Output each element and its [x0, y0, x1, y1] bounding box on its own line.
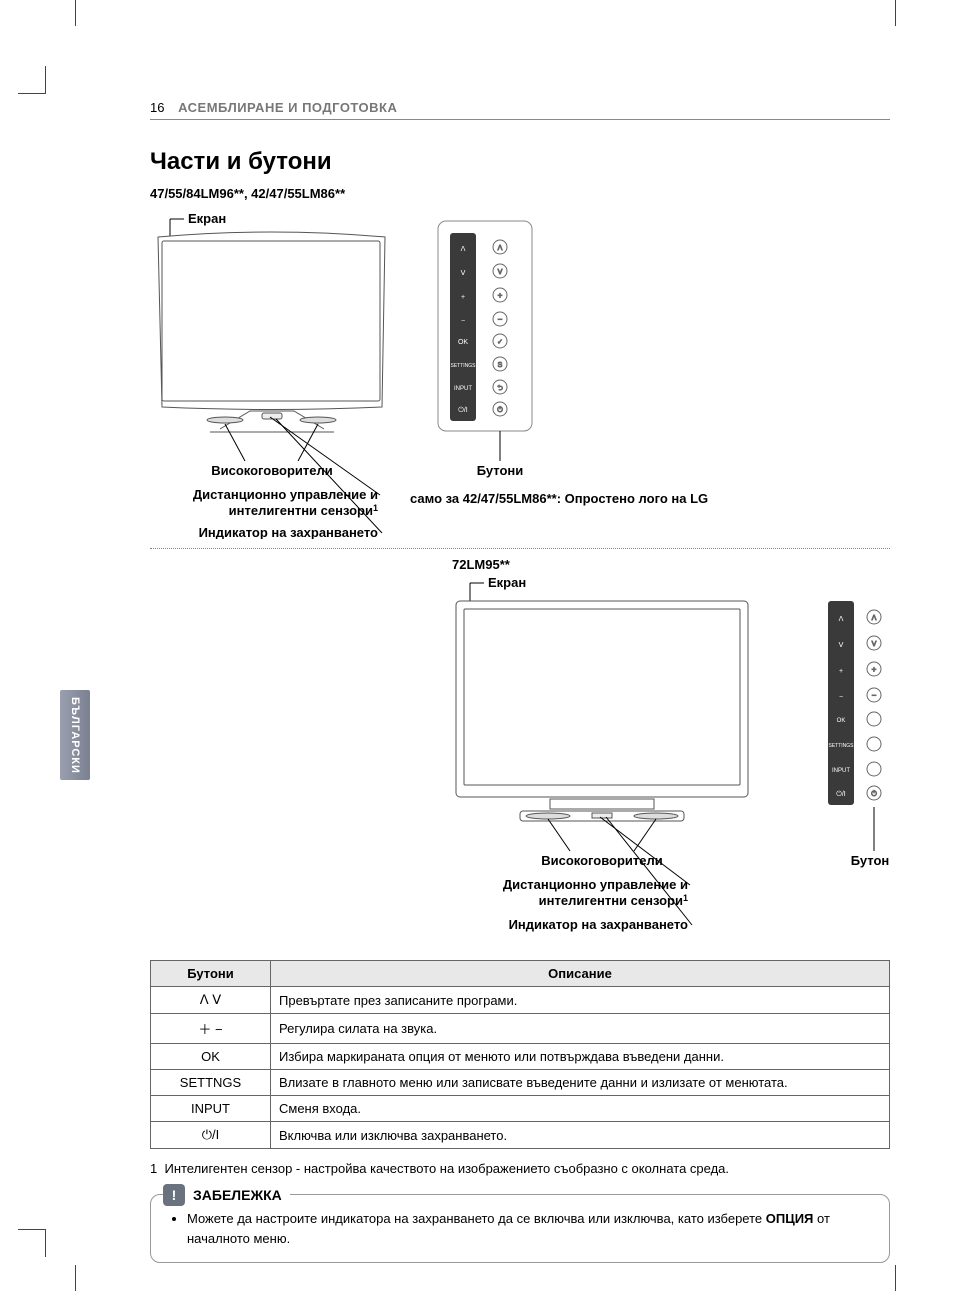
svg-text:⏻/I: ⏻/I: [458, 406, 467, 414]
svg-text:−: −: [461, 318, 465, 325]
svg-text:⏻/I: ⏻/I: [836, 790, 845, 798]
svg-text:само за 42/47/55LM86**: Опрост: само за 42/47/55LM86**: Опростено лого н…: [410, 491, 708, 506]
description-cell: Регулира силата на звука.: [271, 1014, 890, 1044]
svg-text:Дистанционно управление и: Дистанционно управление и: [193, 487, 378, 502]
model-numbers: 47/55/84LM96**, 42/47/55LM86**: [150, 186, 890, 201]
svg-text:ᐯ: ᐯ: [498, 269, 503, 276]
svg-text:⏻: ⏻: [871, 790, 877, 798]
svg-text:ᐱ: ᐱ: [872, 615, 877, 622]
note-icon: !: [163, 1184, 185, 1206]
svg-text:S: S: [498, 362, 503, 369]
description-cell: Избира маркираната опция от менюто или п…: [271, 1044, 890, 1070]
svg-text:⏻: ⏻: [497, 406, 503, 414]
button-cell: OK: [151, 1044, 271, 1070]
buttons-description-table: Бутони Описание ᐱ ᐯПревъртате през запис…: [150, 960, 890, 1149]
svg-text:INPUT: INPUT: [454, 386, 472, 392]
svg-text:⮌: ⮌: [497, 384, 503, 392]
tv-diagram-1: Екран ᐱ ᐯ + − OK: [150, 209, 890, 544]
page-number: 16: [150, 100, 164, 115]
svg-text:Екран: Екран: [188, 211, 226, 226]
table-header-description: Описание: [271, 961, 890, 987]
table-row: OKИзбира маркираната опция от менюто или…: [151, 1044, 890, 1070]
table-row: ＋ −Регулира силата на звука.: [151, 1014, 890, 1044]
header-section-title: АСЕМБЛИРАНЕ И ПОДГОТОВКА: [178, 100, 397, 115]
svg-text:Индикатор на захранването: Индикатор на захранването: [199, 525, 378, 539]
footnote: 1 Интелигентен сензор - настройва качест…: [150, 1161, 890, 1176]
svg-text:−: −: [839, 694, 843, 701]
svg-text:Екран: Екран: [488, 575, 526, 590]
svg-text:OK: OK: [837, 718, 846, 724]
description-cell: Влизате в главното меню или записвате въ…: [271, 1070, 890, 1096]
svg-text:ᐱ: ᐱ: [461, 246, 466, 253]
button-cell: SETTNGS: [151, 1070, 271, 1096]
svg-text:интелигентни сензори1: интелигентни сензори1: [539, 893, 688, 908]
button-cell: INPUT: [151, 1096, 271, 1122]
svg-text:72LM95**: 72LM95**: [452, 557, 511, 572]
note-box: ! ЗАБЕЛЕЖКА Можете да настроите индикато…: [150, 1194, 890, 1263]
svg-text:Високоговорители: Високоговорители: [211, 463, 333, 478]
svg-text:+: +: [498, 291, 503, 300]
table-row: SETTNGSВлизате в главното меню или запис…: [151, 1070, 890, 1096]
description-cell: Превъртате през записаните програми.: [271, 987, 890, 1014]
svg-text:ᐱ: ᐱ: [839, 616, 844, 623]
table-header-buttons: Бутони: [151, 961, 271, 987]
svg-text:✓: ✓: [497, 339, 503, 346]
svg-text:−: −: [498, 315, 503, 324]
svg-text:Бутони: Бутони: [477, 463, 524, 478]
svg-text:ᐯ: ᐯ: [872, 641, 877, 648]
button-cell: ᐱ ᐯ: [151, 987, 271, 1014]
description-cell: Включва или изключва захранването.: [271, 1122, 890, 1149]
button-cell: ⏻/I: [151, 1122, 271, 1149]
svg-text:Индикатор на захранването: Индикатор на захранването: [509, 917, 688, 932]
svg-text:INPUT: INPUT: [832, 768, 850, 774]
table-row: ⏻/IВключва или изключва захранването.: [151, 1122, 890, 1149]
svg-text:ᐯ: ᐯ: [839, 642, 844, 649]
table-row: INPUTСменя входа.: [151, 1096, 890, 1122]
svg-text:Бутони: Бутони: [851, 853, 890, 868]
svg-text:ᐯ: ᐯ: [461, 270, 466, 277]
svg-text:OK: OK: [458, 339, 468, 346]
note-title: ЗАБЕЛЕЖКА: [193, 1187, 282, 1203]
svg-text:+: +: [461, 294, 465, 301]
button-cell: ＋ −: [151, 1014, 271, 1044]
svg-text:ᐱ: ᐱ: [498, 245, 503, 252]
svg-text:+: +: [872, 665, 877, 674]
page-header: 16 АСЕМБЛИРАНЕ И ПОДГОТОВКА: [150, 100, 890, 120]
svg-text:−: −: [872, 691, 877, 700]
tv-diagram-2: 72LM95** Екран ᐱ ᐯ + −: [150, 555, 890, 950]
language-tab: БЪЛГАРСКИ: [60, 690, 90, 780]
note-bullet: Можете да настроите индикатора на захран…: [187, 1209, 871, 1248]
description-cell: Сменя входа.: [271, 1096, 890, 1122]
svg-text:+: +: [839, 668, 843, 675]
table-row: ᐱ ᐯПревъртате през записаните програми.: [151, 987, 890, 1014]
svg-text:SETTINGS: SETTINGS: [828, 743, 854, 749]
page-title: Части и бутони: [150, 148, 890, 176]
svg-text:SETTINGS: SETTINGS: [450, 363, 476, 369]
